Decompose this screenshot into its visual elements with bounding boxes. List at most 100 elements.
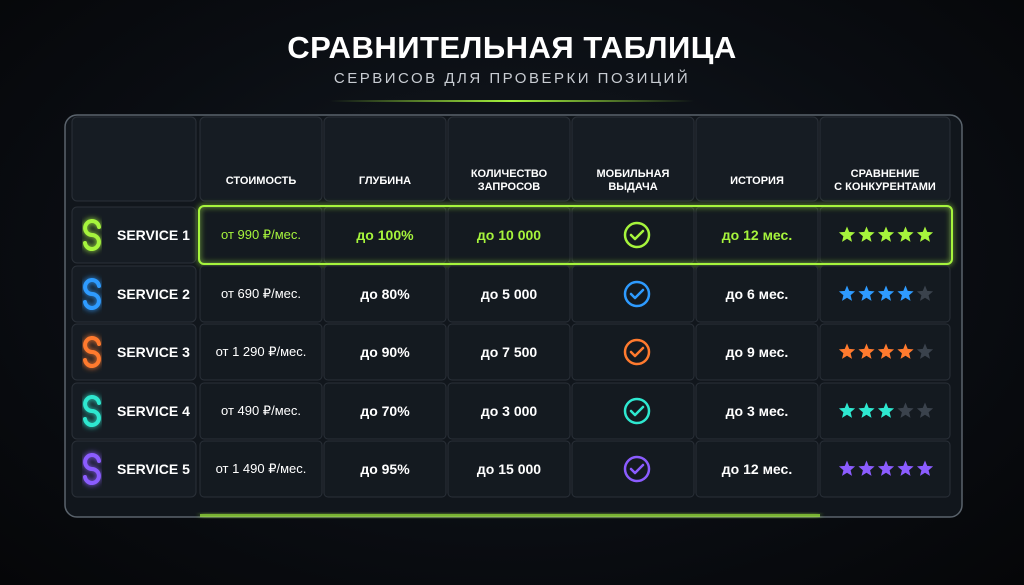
history: до 12 мес. bbox=[721, 227, 793, 243]
service-cell bbox=[71, 382, 197, 440]
requests: до 3 000 bbox=[480, 403, 538, 419]
highlight-frame bbox=[198, 205, 953, 265]
check-icon bbox=[623, 455, 651, 483]
cell bbox=[447, 323, 571, 381]
check-icon bbox=[623, 338, 651, 366]
star bbox=[858, 285, 875, 301]
cell bbox=[323, 440, 447, 498]
star bbox=[838, 226, 856, 242]
star bbox=[877, 402, 895, 418]
star bbox=[897, 402, 914, 418]
cell bbox=[695, 382, 819, 440]
depth: до 95% bbox=[360, 461, 410, 477]
history: до 6 мес. bbox=[725, 286, 789, 302]
check-icon bbox=[623, 397, 651, 425]
rating-stars bbox=[838, 460, 934, 476]
column-header: МОБИЛЬНАЯ ВЫДАЧА bbox=[596, 168, 670, 193]
price: от 1 290 ₽/мес. bbox=[215, 344, 307, 359]
check-tick bbox=[629, 288, 645, 300]
cell bbox=[323, 382, 447, 440]
rating-empty-stars bbox=[897, 402, 934, 418]
header-cell bbox=[71, 116, 197, 202]
star bbox=[916, 460, 934, 476]
rating-empty-stars bbox=[916, 285, 934, 301]
price: от 490 ₽/мес. bbox=[221, 403, 301, 418]
check-circle bbox=[623, 338, 651, 366]
cell bbox=[199, 440, 323, 498]
depth: до 100% bbox=[356, 227, 414, 243]
cell bbox=[695, 265, 819, 323]
column-header: ГЛУБИНА bbox=[358, 174, 412, 187]
history: до 3 мес. bbox=[725, 403, 789, 419]
service-cell bbox=[71, 265, 197, 323]
cell bbox=[571, 265, 695, 323]
cell bbox=[695, 323, 819, 381]
check-tick bbox=[629, 405, 645, 417]
star bbox=[858, 343, 875, 359]
star bbox=[838, 285, 856, 301]
cell bbox=[199, 382, 323, 440]
star bbox=[916, 226, 934, 242]
star bbox=[897, 460, 914, 476]
check-circle bbox=[623, 280, 651, 308]
header-cell bbox=[323, 116, 447, 202]
price: от 690 ₽/мес. bbox=[221, 286, 301, 301]
cell bbox=[695, 440, 819, 498]
star bbox=[877, 226, 895, 242]
logo-s bbox=[83, 219, 101, 251]
star bbox=[877, 460, 895, 476]
star bbox=[838, 402, 856, 418]
star bbox=[858, 460, 875, 476]
star bbox=[897, 285, 914, 301]
column-header: СРАВНЕНИЕ С КОНКУРЕНТАМИ bbox=[834, 168, 936, 193]
cell bbox=[323, 265, 447, 323]
column-header: ИСТОРИЯ bbox=[730, 174, 784, 187]
cell bbox=[447, 382, 571, 440]
depth: до 80% bbox=[360, 286, 410, 302]
price: от 1 490 ₽/мес. bbox=[215, 461, 307, 476]
service-name: SERVICE 1 bbox=[117, 227, 190, 243]
cell bbox=[571, 440, 695, 498]
bottom-glow bbox=[200, 514, 820, 517]
star bbox=[916, 402, 934, 418]
column-header: КОЛИЧЕСТВО ЗАПРОСОВ bbox=[470, 168, 548, 193]
check-tick bbox=[629, 346, 645, 358]
service-cell bbox=[71, 206, 197, 264]
star bbox=[916, 343, 934, 359]
star bbox=[838, 460, 856, 476]
header-cell bbox=[571, 116, 695, 202]
rating-stars bbox=[838, 285, 914, 301]
cell bbox=[571, 382, 695, 440]
check-tick bbox=[629, 463, 645, 475]
service-cell bbox=[71, 440, 197, 498]
logo-s bbox=[83, 395, 101, 427]
cell bbox=[447, 265, 571, 323]
column-header: СТОИМОСТЬ bbox=[225, 174, 297, 187]
logo-s bbox=[83, 336, 101, 368]
service-cell bbox=[71, 323, 197, 381]
check-icon bbox=[623, 221, 651, 249]
price: от 990 ₽/мес. bbox=[221, 227, 301, 242]
service-name: SERVICE 4 bbox=[117, 403, 190, 419]
cell bbox=[571, 206, 695, 264]
check-tick bbox=[629, 229, 645, 241]
service-name: SERVICE 5 bbox=[117, 461, 190, 477]
cell bbox=[323, 323, 447, 381]
service-name: SERVICE 2 bbox=[117, 286, 190, 302]
check-circle bbox=[623, 221, 651, 249]
star bbox=[897, 343, 914, 359]
service-name: SERVICE 3 bbox=[117, 344, 190, 360]
service-logo bbox=[83, 336, 101, 368]
check-circle bbox=[623, 455, 651, 483]
rating-stars bbox=[838, 402, 895, 418]
cell bbox=[199, 323, 323, 381]
requests: до 7 500 bbox=[480, 344, 538, 360]
history: до 12 мес. bbox=[721, 461, 793, 477]
star bbox=[858, 226, 875, 242]
header-cell bbox=[447, 116, 571, 202]
header-cell bbox=[695, 116, 819, 202]
